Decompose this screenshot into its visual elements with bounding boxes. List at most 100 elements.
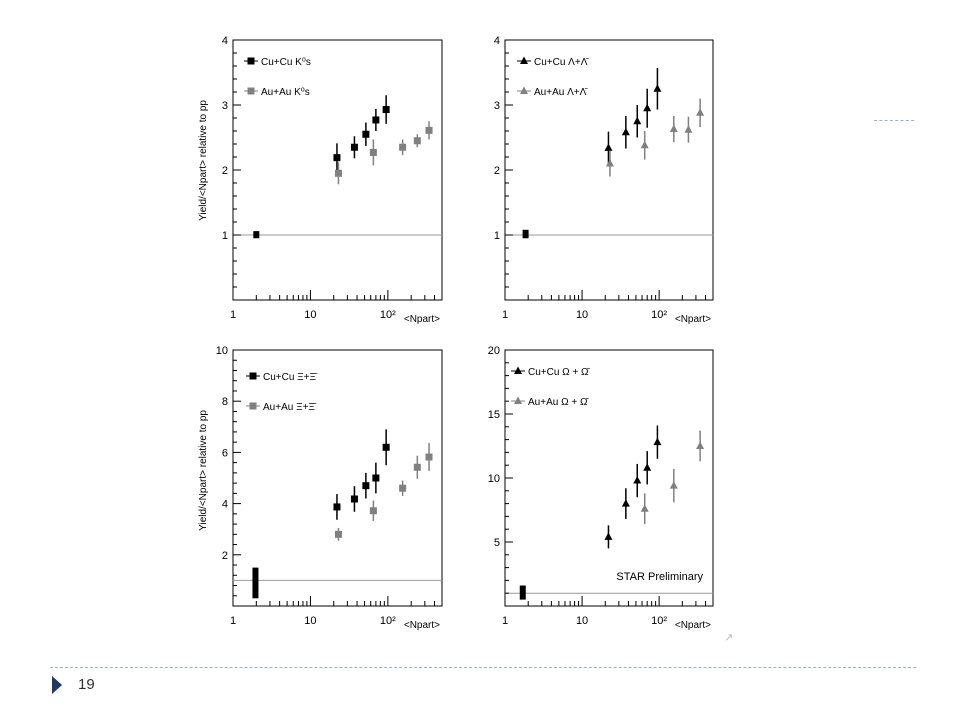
chart-panel-top-right: 1 10 10² 1 2 3 4 <Npart> Cu+Cu Λ+Λ̄ Au+Au Λ+Λ̄ bbox=[494, 35, 714, 325]
series-au-au bbox=[605, 98, 705, 177]
data-point bbox=[372, 474, 380, 482]
series-au-au bbox=[334, 442, 433, 541]
data-point bbox=[653, 84, 662, 92]
data-point bbox=[425, 453, 433, 461]
x-tick-label: 10² bbox=[651, 309, 667, 321]
data-point bbox=[382, 443, 390, 451]
y-tick-label: 2 bbox=[222, 165, 228, 177]
y-tick-label: 4 bbox=[494, 35, 500, 47]
normalization-box bbox=[519, 585, 526, 600]
x-tick-label: 1 bbox=[230, 615, 236, 627]
y-tick-label: 3 bbox=[222, 100, 228, 112]
data-point bbox=[605, 159, 614, 167]
legend-marker bbox=[249, 402, 257, 410]
y-tick-label: 15 bbox=[488, 409, 500, 421]
data-point bbox=[399, 484, 407, 492]
legend-marker bbox=[514, 396, 522, 404]
data-point bbox=[621, 127, 630, 136]
legend-marker bbox=[520, 86, 528, 94]
data-point bbox=[382, 106, 390, 114]
y-tick-label: 1 bbox=[494, 230, 500, 242]
legend-label: Au+Au Ξ+Ξ̄ bbox=[263, 402, 317, 413]
x-tick-label: 1 bbox=[230, 309, 236, 321]
y-tick-label: 1 bbox=[222, 230, 228, 242]
x-tick-label: 1 bbox=[502, 309, 508, 321]
data-point bbox=[369, 507, 377, 515]
y-tick-label: 10 bbox=[216, 345, 228, 357]
data-point bbox=[643, 463, 652, 471]
series-cu-cu bbox=[333, 429, 390, 520]
y-tick-label: 4 bbox=[222, 499, 228, 511]
data-point bbox=[696, 441, 705, 449]
legend-marker bbox=[249, 372, 257, 380]
plot-frame bbox=[232, 349, 443, 607]
footer-arrow-icon bbox=[52, 676, 62, 694]
x-tick-label: 10² bbox=[380, 615, 396, 627]
data-point bbox=[653, 437, 662, 446]
series-au-au bbox=[640, 430, 705, 525]
x-axis-label: <Npart> bbox=[404, 620, 440, 631]
data-point bbox=[643, 103, 652, 112]
legend-label: Cu+Cu Ω + Ω̄ bbox=[528, 367, 591, 378]
data-point bbox=[604, 143, 613, 151]
corner-glyph-icon: ↗ bbox=[724, 631, 734, 644]
data-point bbox=[334, 530, 342, 538]
legend-label: Au+Au Ω + Ω̄ bbox=[528, 397, 589, 408]
x-tick-label: 10 bbox=[304, 309, 316, 321]
data-point bbox=[633, 476, 642, 484]
data-point bbox=[413, 137, 421, 145]
plot-frame bbox=[504, 349, 714, 607]
data-point bbox=[633, 116, 642, 125]
data-point bbox=[399, 143, 407, 151]
legend-label: Cu+Cu K⁰s bbox=[261, 57, 311, 68]
legend-marker bbox=[247, 57, 255, 65]
data-point bbox=[372, 116, 380, 124]
y-axis-label: Yield/<Npart> relative to pp bbox=[198, 100, 209, 221]
normalization-box bbox=[253, 231, 260, 239]
data-point bbox=[640, 504, 649, 512]
data-point bbox=[350, 495, 358, 503]
data-point bbox=[604, 532, 613, 540]
footer-divider bbox=[50, 667, 916, 668]
x-tick-label: 10 bbox=[576, 615, 588, 627]
legend-marker bbox=[247, 87, 255, 95]
data-point bbox=[350, 143, 358, 151]
data-point bbox=[413, 463, 421, 471]
y-tick-label: 3 bbox=[494, 100, 500, 112]
y-axis-label: Yield/<Npart> relative to pp bbox=[198, 410, 209, 531]
x-axis-label: <Npart> bbox=[675, 314, 711, 325]
x-axis-label: <Npart> bbox=[675, 620, 711, 631]
y-tick-label: 2 bbox=[494, 165, 500, 177]
x-tick-label: 10 bbox=[304, 615, 316, 627]
legend-marker bbox=[514, 366, 522, 374]
series-cu-cu bbox=[333, 95, 390, 172]
legend-marker bbox=[520, 56, 528, 64]
data-point bbox=[669, 124, 678, 133]
data-point bbox=[362, 130, 370, 138]
data-point bbox=[621, 499, 630, 507]
legend-label: Au+Au K⁰s bbox=[261, 87, 310, 98]
data-point bbox=[669, 481, 678, 489]
y-tick-label: 10 bbox=[488, 473, 500, 485]
legend-label: Cu+Cu Ξ+Ξ̄ bbox=[263, 372, 318, 383]
data-point bbox=[333, 503, 341, 511]
x-tick-label: 10 bbox=[576, 309, 588, 321]
y-tick-label: 6 bbox=[222, 447, 228, 459]
chart-panel-bottom-left: 1 10 10² 2 4 6 8 10 <Npart> Yield/<Npart> relativ… bbox=[198, 345, 443, 631]
legend-label: Au+Au Λ+Λ̄ bbox=[534, 87, 588, 98]
y-tick-label: 4 bbox=[222, 35, 228, 47]
chart-panel-top-left: 1 10 10² 1 2 3 4 <Npart> Yield/<Npart> relative … bbox=[198, 35, 443, 325]
y-tick-label: 20 bbox=[488, 345, 500, 357]
series-cu-cu bbox=[604, 425, 662, 549]
page-number: 19 bbox=[78, 676, 95, 693]
y-tick-label: 2 bbox=[222, 550, 228, 562]
chart-panel-bottom-right: 1 10 10² 5 10 15 20 <Npart> Cu+Cu Ω + Ω̄ Au+Au Ω … bbox=[488, 345, 714, 631]
x-tick-label: 10² bbox=[380, 309, 396, 321]
chart-annotation: STAR Preliminary bbox=[616, 571, 703, 583]
data-point bbox=[425, 126, 433, 134]
data-point bbox=[334, 169, 342, 177]
normalization-box bbox=[252, 567, 259, 599]
data-point bbox=[369, 148, 377, 156]
